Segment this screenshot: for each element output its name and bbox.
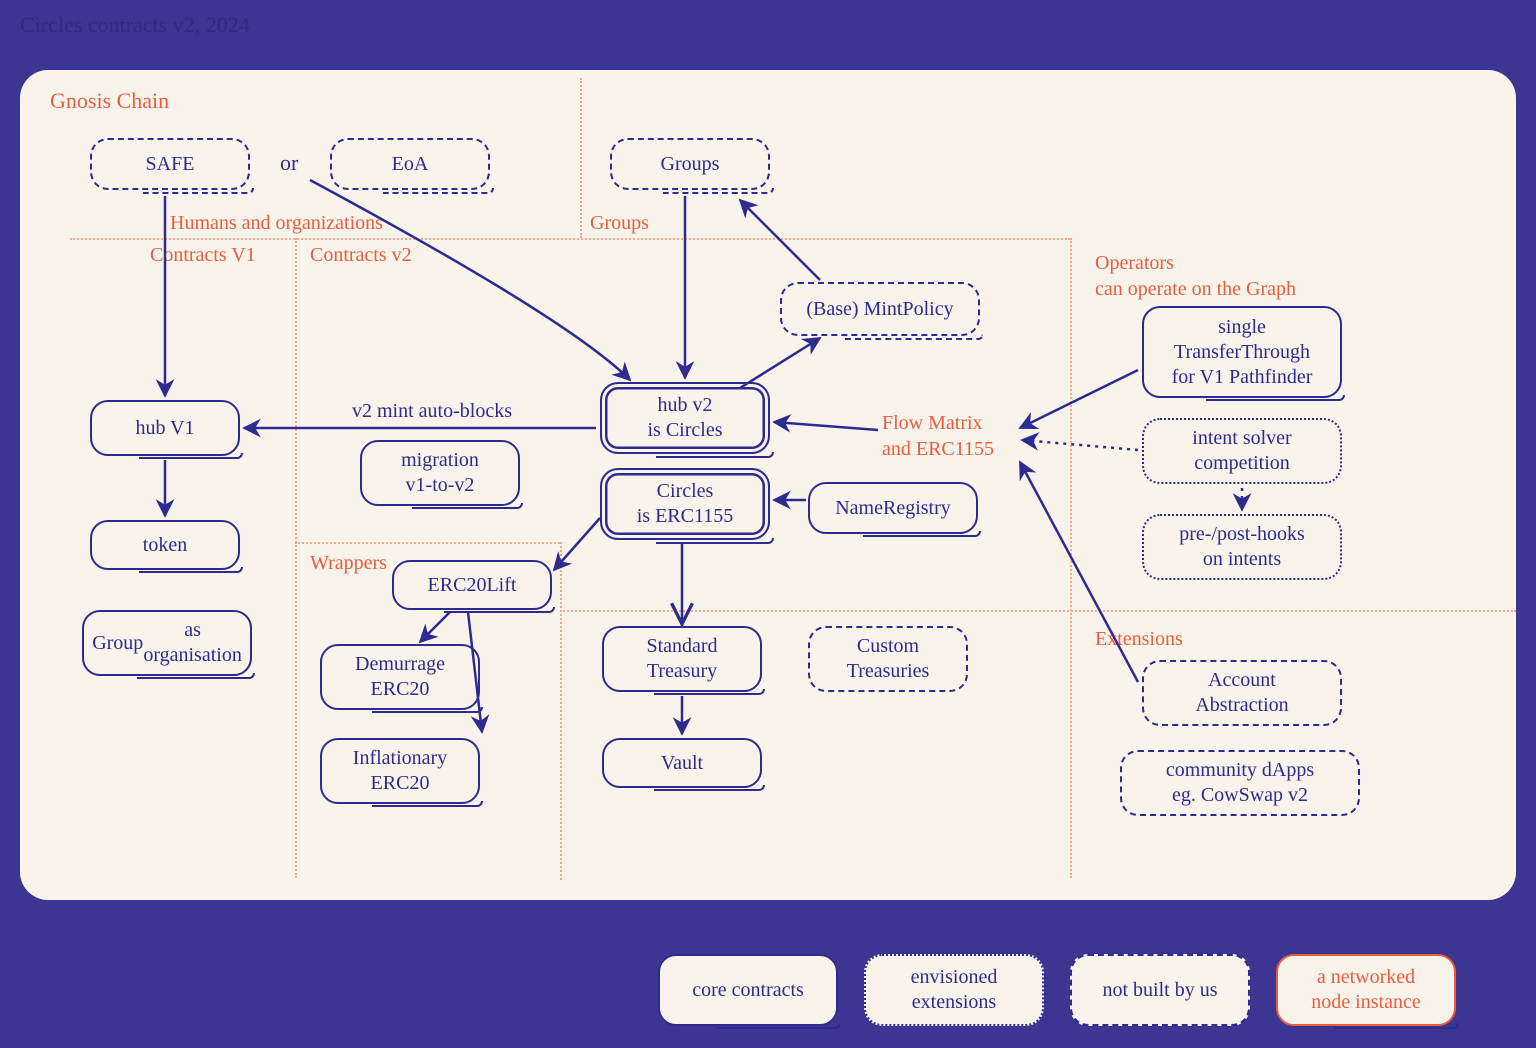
aa-l2: Abstraction (1195, 694, 1288, 716)
node-intent-solver: intent solver competition (1142, 418, 1342, 484)
node-inflationary: Inflationary ERC20 (320, 738, 480, 804)
node-single-transfer: single TransferThrough for V1 Pathfinder (1142, 306, 1342, 398)
migration-l1: migration (401, 449, 479, 471)
node-hooks: pre-/post-hooks on intents (1142, 514, 1342, 580)
diagram-canvas: Gnosis Chain Humans and organizations Co… (20, 70, 1516, 900)
node-eoa: EoA (330, 138, 490, 190)
page-title: Circles contracts v2, 2024 (20, 12, 250, 38)
node-hub-v1: hub V1 (90, 400, 240, 456)
divider (560, 542, 562, 880)
divider (295, 542, 560, 544)
section-operators: Operators can operate on the Graph (1095, 250, 1296, 302)
section-wrappers: Wrappers (310, 550, 387, 576)
section-contracts-v1: Contracts V1 (150, 242, 256, 268)
custom-t-l2: Treasuries (847, 660, 930, 682)
aa-l1: Account (1208, 669, 1276, 691)
section-humans: Humans and organizations (170, 210, 383, 236)
st-l3: for V1 Pathfinder (1172, 366, 1313, 388)
group-org-l1: Group (92, 631, 143, 656)
demurrage-l2: ERC20 (371, 678, 430, 700)
node-mintpolicy: (Base) MintPolicy (780, 282, 980, 336)
node-circles-erc1155: Circles is ERC1155 (600, 468, 770, 540)
divider (560, 610, 1516, 612)
node-groups: Groups (610, 138, 770, 190)
node-account-abstraction: Account Abstraction (1142, 660, 1342, 726)
legend-networked: a networked node instance (1276, 954, 1456, 1026)
st-l2: TransferThrough (1174, 341, 1310, 363)
inflationary-l1: Inflationary (353, 747, 447, 769)
hub-v2-l1: hub v2 (658, 394, 713, 416)
node-group-org: Group as organisation (82, 610, 252, 676)
node-erc20lift: ERC20Lift (392, 560, 552, 610)
node-token: token (90, 520, 240, 570)
divider (295, 238, 297, 878)
st-l1: single (1218, 316, 1266, 338)
section-contracts-v2: Contracts v2 (310, 242, 412, 268)
legend: core contracts envisioned extensions not… (0, 954, 1536, 1026)
std-treasury-l1: Standard (646, 635, 717, 657)
flow-matrix-l1: Flow Matrix (882, 412, 983, 434)
divider (580, 78, 582, 238)
hooks-l2: on intents (1203, 548, 1281, 570)
section-operators-l2: can operate on the Graph (1095, 278, 1296, 300)
node-hub-v2: hub v2 is Circles (600, 382, 770, 454)
section-extensions: Extensions (1095, 626, 1183, 652)
flow-matrix-l2: and ERC1155 (882, 438, 994, 460)
legend-net-l2: node instance (1311, 991, 1420, 1013)
hooks-l1: pre-/post-hooks (1179, 523, 1305, 545)
divider (70, 238, 1070, 240)
intent-l1: intent solver (1192, 427, 1291, 449)
flow-matrix-label: Flow Matrix and ERC1155 (882, 410, 994, 462)
node-demurrage: Demurrage ERC20 (320, 644, 480, 710)
circles-l2: is ERC1155 (637, 505, 734, 527)
legend-envisioned: envisioned extensions (864, 954, 1044, 1026)
node-community-dapps: community dApps eg. CowSwap v2 (1120, 750, 1360, 816)
legend-core: core contracts (658, 954, 838, 1026)
demurrage-l1: Demurrage (355, 653, 445, 675)
custom-t-l1: Custom (857, 635, 919, 657)
comm-l2: eg. CowSwap v2 (1172, 784, 1308, 806)
node-vault: Vault (602, 738, 762, 788)
node-name-registry: NameRegistry (808, 482, 978, 534)
section-operators-l1: Operators (1095, 252, 1174, 274)
chain-label: Gnosis Chain (50, 88, 169, 114)
intent-l2: competition (1194, 452, 1290, 474)
node-custom-treasuries: Custom Treasuries (808, 626, 968, 692)
legend-not-built: not built by us (1070, 954, 1250, 1026)
legend-env-l1: envisioned (911, 966, 998, 988)
group-org-l2: as organisation (143, 618, 242, 668)
legend-net-l1: a networked (1317, 966, 1415, 988)
comm-l1: community dApps (1166, 759, 1314, 781)
migration-l2: v1-to-v2 (406, 474, 475, 496)
edge-v2-mint: v2 mint auto-blocks (352, 400, 512, 423)
std-treasury-l2: Treasury (647, 660, 717, 682)
node-migration: migration v1-to-v2 (360, 440, 520, 506)
hub-v2-l2: is Circles (648, 419, 723, 441)
circles-l1: Circles (657, 480, 714, 502)
node-std-treasury: Standard Treasury (602, 626, 762, 692)
or-label: or (280, 150, 298, 176)
section-groups: Groups (590, 210, 649, 236)
node-safe: SAFE (90, 138, 250, 190)
inflationary-l2: ERC20 (371, 772, 430, 794)
divider (1070, 238, 1072, 878)
legend-env-l2: extensions (912, 991, 996, 1013)
